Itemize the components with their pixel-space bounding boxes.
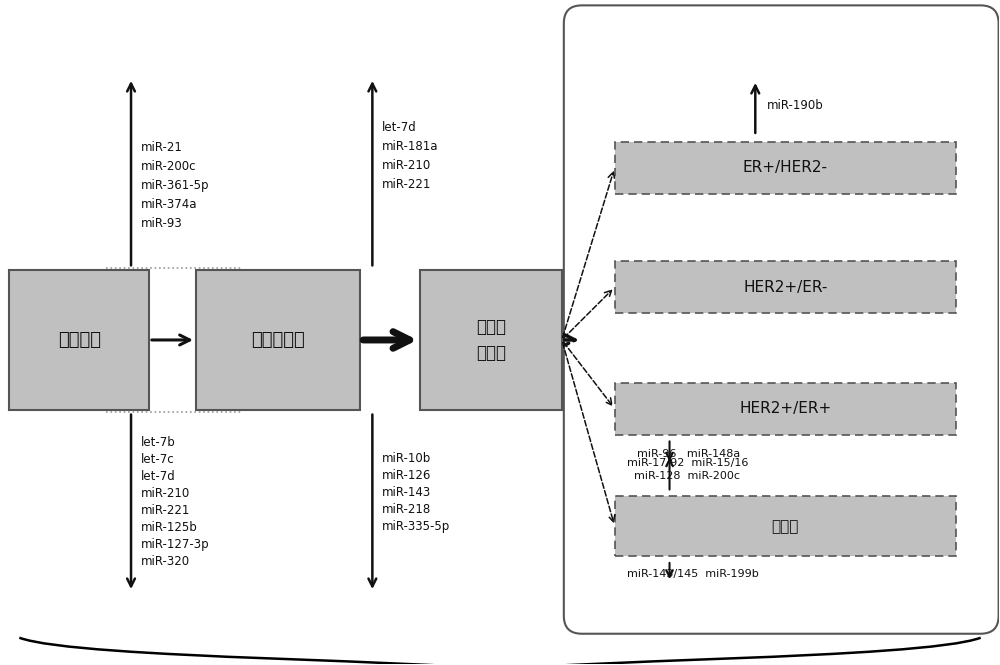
FancyBboxPatch shape: [9, 270, 149, 410]
Text: let-7b
let-7c
let-7d
miR-210
miR-221
miR-125b
miR-127-3p
miR-320: let-7b let-7c let-7d miR-210 miR-221 miR…: [141, 436, 210, 569]
FancyBboxPatch shape: [420, 270, 562, 410]
Text: miR-21
miR-200c
miR-361-5p
miR-374a
miR-93: miR-21 miR-200c miR-361-5p miR-374a miR-…: [141, 141, 210, 230]
Text: miR-143/145  miR-199b: miR-143/145 miR-199b: [627, 569, 758, 579]
Text: miR-96   miR-148a: miR-96 miR-148a: [637, 450, 740, 460]
Text: miR-10b
miR-126
miR-143
miR-218
miR-335-5p: miR-10b miR-126 miR-143 miR-218 miR-335-…: [382, 452, 451, 533]
FancyBboxPatch shape: [615, 383, 956, 434]
Text: miR-17/92  miR-15/16
  miR-128  miR-200c: miR-17/92 miR-15/16 miR-128 miR-200c: [627, 458, 748, 481]
Text: miR-190b: miR-190b: [767, 100, 824, 112]
Text: 正常乳腺: 正常乳腺: [58, 331, 101, 349]
FancyBboxPatch shape: [615, 496, 956, 556]
Text: 浸润性
导管癌: 浸润性 导管癌: [476, 318, 506, 362]
Text: ER+/HER2-: ER+/HER2-: [743, 160, 828, 175]
Text: 原位导管癌: 原位导管癌: [251, 331, 305, 349]
Text: HER2+/ER-: HER2+/ER-: [743, 280, 827, 295]
FancyBboxPatch shape: [564, 5, 999, 634]
Text: let-7d
miR-181a
miR-210
miR-221: let-7d miR-181a miR-210 miR-221: [382, 121, 439, 191]
FancyBboxPatch shape: [615, 261, 956, 313]
Text: 三阴性: 三阴性: [772, 519, 799, 534]
Text: HER2+/ER+: HER2+/ER+: [739, 401, 831, 416]
FancyBboxPatch shape: [196, 270, 360, 410]
FancyBboxPatch shape: [615, 142, 956, 194]
